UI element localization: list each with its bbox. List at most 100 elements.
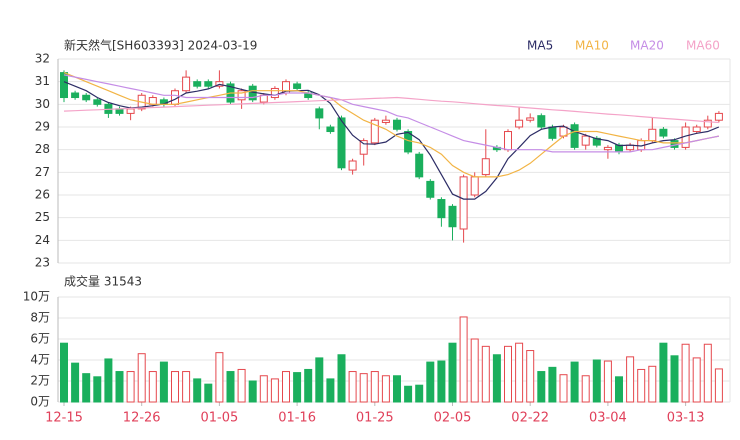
volume-bar xyxy=(337,354,346,403)
volume-bar xyxy=(393,375,401,403)
volume-bar xyxy=(104,358,113,403)
candle-body xyxy=(315,108,324,119)
volume-bar xyxy=(626,356,635,403)
x-tick-label: 12-15 xyxy=(45,411,83,426)
volume-bar xyxy=(293,372,302,403)
candle-body xyxy=(204,81,213,87)
candle-body xyxy=(326,126,335,133)
volume-bar xyxy=(515,342,524,403)
volume-bar xyxy=(615,376,623,403)
y-tick-label: 28 xyxy=(35,142,50,156)
volume-bar xyxy=(204,383,213,403)
candle-body xyxy=(370,119,379,144)
x-tick-label: 01-16 xyxy=(278,411,316,426)
volume-bar xyxy=(326,378,335,403)
volume-bar xyxy=(381,375,390,403)
candle-body xyxy=(126,108,135,114)
volume-bar xyxy=(570,361,579,403)
candle-body xyxy=(515,119,524,128)
candle-body xyxy=(459,176,468,230)
legend-entry: MA60 xyxy=(686,39,720,53)
candle-body xyxy=(293,83,302,89)
x-tick-label: 02-05 xyxy=(434,411,472,426)
volume-bar xyxy=(226,371,235,403)
volume-bar xyxy=(648,365,657,403)
candle-body xyxy=(82,94,91,101)
volume-bar xyxy=(603,360,612,403)
ma-line xyxy=(63,72,720,178)
candle-body xyxy=(714,112,723,121)
volume-bar xyxy=(237,368,246,403)
y-tick-label: 27 xyxy=(35,165,50,179)
candle-body xyxy=(670,140,679,148)
volume-bar xyxy=(703,343,712,403)
x-tick-label: 03-04 xyxy=(589,411,627,426)
volume-bar xyxy=(470,338,479,403)
volume-bar xyxy=(559,374,568,403)
candle-body xyxy=(581,135,590,146)
candle-body xyxy=(71,92,80,99)
volume-bar xyxy=(126,371,135,403)
chart-title: 新天然气[SH603393] 2024-03-19 xyxy=(64,38,257,53)
volume-bar xyxy=(370,371,379,403)
x-tick-label: 01-25 xyxy=(356,411,394,426)
y-tick-label: 32 xyxy=(35,52,50,66)
volume-bar xyxy=(148,371,157,403)
candle-body xyxy=(415,153,424,178)
candle-body xyxy=(270,87,279,99)
candle-body xyxy=(448,205,457,228)
volume-bar xyxy=(581,375,590,403)
ma-line xyxy=(63,74,720,153)
candle-body xyxy=(570,124,579,148)
volume-bar xyxy=(137,353,146,403)
volume-bar xyxy=(526,350,535,403)
candle-body xyxy=(393,119,401,130)
y-tick-label: 31 xyxy=(35,74,50,88)
volume-bar xyxy=(359,373,368,403)
volume-bar xyxy=(692,357,701,403)
y-tick-label: 24 xyxy=(35,233,50,247)
volume-bar xyxy=(659,342,668,403)
volume-bar xyxy=(259,375,268,403)
volume-bar xyxy=(670,355,679,403)
y-tick-label: 26 xyxy=(35,188,50,202)
volume-bar xyxy=(415,384,424,403)
candle-body xyxy=(703,119,712,128)
volume-bar xyxy=(171,371,179,403)
volume-bar xyxy=(492,354,501,403)
volume-bar xyxy=(248,380,257,403)
volume-tick-label: 8万 xyxy=(30,311,50,325)
y-tick-label: 29 xyxy=(35,120,50,134)
candle-body xyxy=(426,180,435,198)
volume-bar xyxy=(548,366,557,403)
volume-bar xyxy=(193,378,202,403)
legend-entry: MA10 xyxy=(575,39,609,53)
volume-tick-label: 4万 xyxy=(30,353,50,367)
candle-body xyxy=(603,146,612,151)
x-tick-label: 12-26 xyxy=(123,411,161,426)
volume-bar xyxy=(304,368,313,403)
candle-body xyxy=(193,81,202,87)
volume-bar xyxy=(459,316,468,403)
volume-bar xyxy=(215,352,224,403)
candle-body xyxy=(470,176,479,196)
candle-body xyxy=(692,126,701,133)
candle-body xyxy=(359,140,368,155)
volume-bar xyxy=(348,371,357,403)
volume-bar xyxy=(282,371,290,403)
volume-bar xyxy=(714,368,723,403)
volume-bar xyxy=(93,376,102,403)
candle-body xyxy=(437,199,446,219)
legend-entry: MA20 xyxy=(630,39,664,53)
candle-body xyxy=(60,72,68,99)
legend-entry: MA5 xyxy=(527,39,553,53)
candle-body xyxy=(481,158,490,176)
x-tick-label: 01-05 xyxy=(201,411,239,426)
candle-body xyxy=(337,117,346,169)
volume-bar xyxy=(437,360,446,403)
candle-body xyxy=(659,128,668,137)
volume-bar xyxy=(504,345,512,403)
volume-bar xyxy=(637,368,646,403)
volume-tick-label: 2万 xyxy=(30,374,50,388)
